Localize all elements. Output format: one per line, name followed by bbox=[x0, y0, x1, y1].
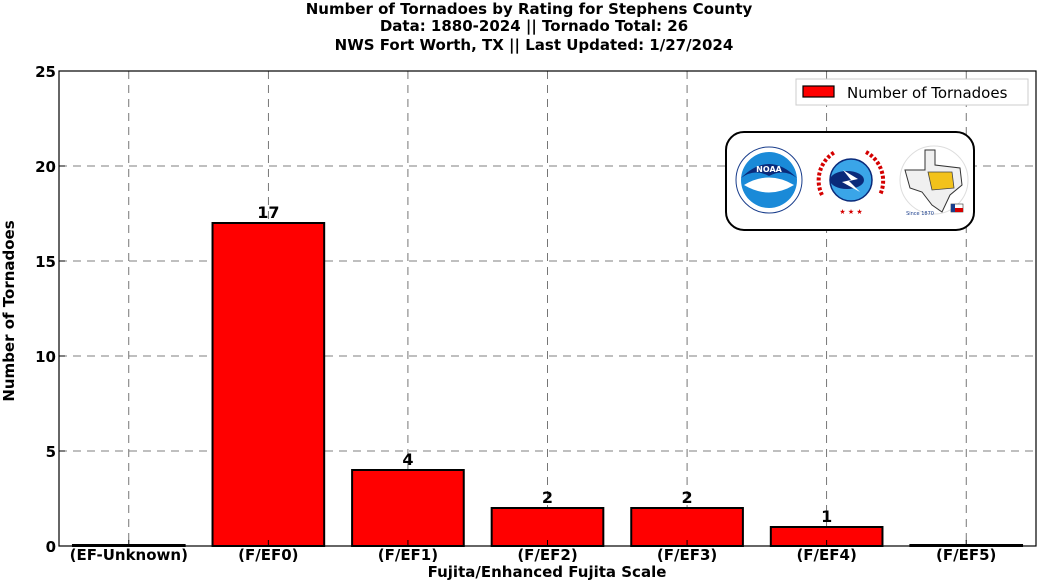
y-tick-label: 25 bbox=[35, 63, 56, 81]
bar bbox=[211, 222, 326, 547]
y-tick-label: 20 bbox=[35, 158, 56, 176]
x-tick-label: (F/EF3) bbox=[657, 546, 717, 564]
bar-value-label: 17 bbox=[257, 203, 279, 222]
y-tick-label: 0 bbox=[46, 538, 56, 556]
legend-label: Number of Tornadoes bbox=[847, 84, 1008, 102]
y-axis-label: Number of Tornadoes bbox=[0, 220, 18, 401]
bar-value-label: 2 bbox=[542, 488, 553, 507]
y-tick-label: 5 bbox=[46, 443, 56, 461]
logos-panel: NOAA ★ ★ ★ Since 1870 bbox=[725, 131, 975, 231]
svg-text:★ ★ ★: ★ ★ ★ bbox=[839, 208, 862, 216]
x-ticks-layer: (EF-Unknown) (F/EF0) (F/EF1) (F/EF2) (F/EF3)… bbox=[70, 540, 996, 564]
x-tick-label: (F/EF1) bbox=[378, 546, 438, 564]
noaa-logo-text: NOAA bbox=[756, 165, 782, 174]
bar-value-label: 1 bbox=[821, 507, 832, 526]
x-tick-label: (EF-Unknown) bbox=[70, 546, 188, 564]
legend-swatch bbox=[802, 85, 835, 98]
x-tick-label: (F/EF2) bbox=[517, 546, 577, 564]
y-tick-label: 10 bbox=[35, 348, 56, 366]
plot-frame bbox=[58, 70, 1037, 547]
noaa-logo-icon: NOAA bbox=[735, 146, 803, 214]
bar bbox=[630, 507, 744, 547]
chart-title-line-1: Number of Tornadoes by Rating for Stephe… bbox=[306, 0, 753, 18]
texas-logo-icon: Since 1870 bbox=[899, 145, 969, 217]
chart-title-line-2: Data: 1880-2024 || Tornado Total: 26 bbox=[380, 17, 688, 36]
legend: Number of Tornadoes bbox=[795, 78, 1029, 106]
chart-title-line-3: NWS Fort Worth, TX || Last Updated: 1/27… bbox=[335, 36, 734, 55]
texas-logo-since: Since 1870 bbox=[906, 211, 934, 217]
legend-box bbox=[795, 78, 1029, 106]
x-axis-label: Fujita/Enhanced Fujita Scale bbox=[428, 563, 667, 581]
x-tick-label: (F/EF0) bbox=[238, 546, 298, 564]
bar-value-label: 4 bbox=[402, 450, 413, 469]
value-labels-layer: 17 4 2 2 1 bbox=[257, 203, 832, 526]
y-tick-label: 15 bbox=[35, 253, 56, 271]
x-tick-label: (F/EF4) bbox=[796, 546, 856, 564]
y-ticks-layer: 0 5 10 15 20 25 bbox=[35, 63, 65, 556]
bar bbox=[351, 469, 465, 547]
nws-logo-icon: ★ ★ ★ bbox=[816, 147, 886, 216]
bar-value-label: 2 bbox=[682, 488, 693, 507]
x-tick-label: (F/EF5) bbox=[936, 546, 996, 564]
